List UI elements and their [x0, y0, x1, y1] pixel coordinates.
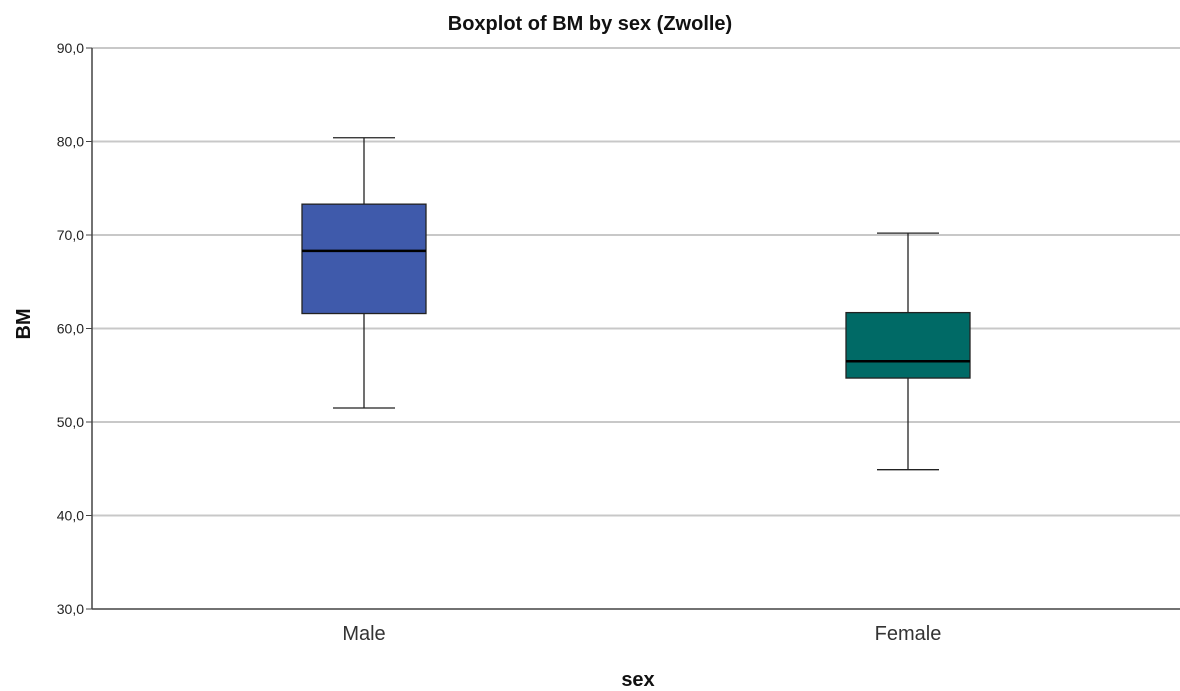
- x-axis-label: sex: [621, 669, 654, 691]
- box-male: [301, 137, 427, 409]
- gridlines: [86, 47, 1180, 610]
- box-iqr: [845, 311, 971, 379]
- y-tick-label: 70,0: [57, 227, 84, 243]
- box-iqr: [301, 203, 427, 315]
- axes: [91, 48, 1180, 610]
- y-tick-label: 90,0: [57, 40, 84, 56]
- y-axis-label: BM: [13, 308, 35, 339]
- y-tick-label: 80,0: [57, 134, 84, 150]
- box-female: [845, 232, 971, 471]
- y-tick-labels: 30,0 40,0 50,0 60,0 70,0 80,0 90,0: [57, 40, 84, 617]
- x-tick-labels: Male Female: [342, 623, 941, 645]
- y-tick-label: 40,0: [57, 508, 84, 524]
- x-tick-label-female: Female: [875, 623, 942, 645]
- chart-title: Boxplot of BM by sex (Zwolle): [448, 13, 732, 35]
- y-tick-label: 60,0: [57, 321, 84, 337]
- y-tick-label: 30,0: [57, 601, 84, 617]
- y-tick-label: 50,0: [57, 414, 84, 430]
- x-tick-label-male: Male: [342, 623, 385, 645]
- boxes: [301, 137, 971, 471]
